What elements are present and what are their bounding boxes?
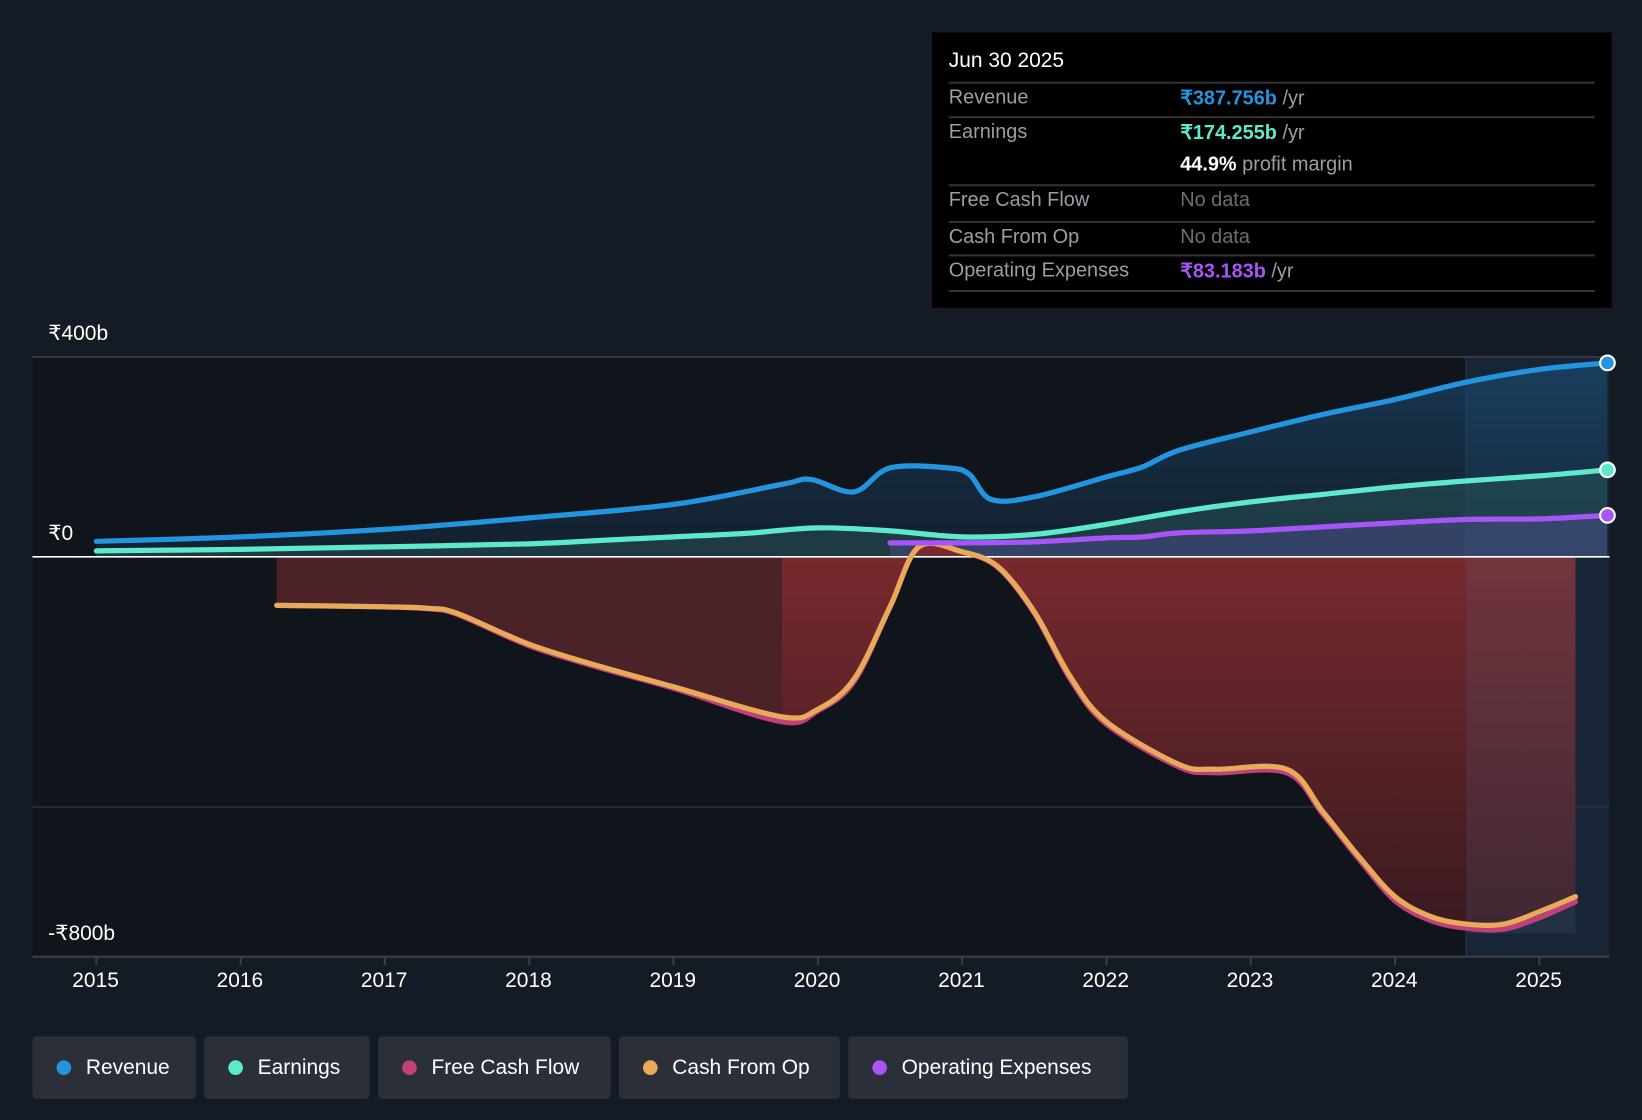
opex-line bbox=[887, 512, 1610, 546]
tooltip-unit: /yr bbox=[1276, 87, 1305, 110]
tooltip-unit: /yr bbox=[1265, 260, 1294, 283]
tooltip-amount: ₹174.255b bbox=[1180, 122, 1277, 145]
tooltip-row: Revenue ₹387.756b /yr bbox=[948, 81, 1595, 110]
tooltip-value: 44.9% profit margin bbox=[1180, 154, 1353, 177]
tooltip-value: ₹174.255b /yr bbox=[1180, 121, 1304, 145]
tooltip-date: Jun 30 2025 bbox=[948, 49, 1065, 73]
x-tick-label: 2019 bbox=[649, 969, 697, 993]
x-tick-label: 2020 bbox=[793, 969, 841, 993]
tooltip-amount: ₹387.756b bbox=[1180, 87, 1277, 110]
tooltip-label: Revenue bbox=[948, 86, 1029, 109]
cash-area-past bbox=[276, 556, 782, 717]
tooltip: Jun 30 2025 Revenue ₹387.756b /yr Earnings… bbox=[932, 32, 1612, 308]
legend-label: Revenue bbox=[85, 1055, 170, 1079]
tooltip-divider bbox=[948, 289, 1595, 293]
revenue-line bbox=[93, 360, 1610, 544]
x-tick-label: 2021 bbox=[938, 969, 985, 993]
earnings-line bbox=[93, 467, 1610, 554]
y-tick-label: ₹0 bbox=[48, 522, 74, 546]
tooltip-amount: No data bbox=[1180, 226, 1250, 249]
tooltip-unit: profit margin bbox=[1236, 153, 1353, 176]
revenue-area bbox=[96, 362, 1608, 557]
legend-item-operating-expenses[interactable]: Operating Expenses bbox=[848, 1036, 1128, 1100]
legend-dot-icon bbox=[402, 1060, 417, 1075]
legend-label: Operating Expenses bbox=[901, 1055, 1092, 1079]
legend-item-free-cash-flow[interactable]: Free Cash Flow bbox=[378, 1036, 611, 1100]
tooltip-value: ₹83.183b /yr bbox=[1180, 260, 1293, 284]
cash-from-op-line bbox=[274, 540, 1579, 929]
x-tick-label: 2018 bbox=[505, 969, 552, 993]
tooltip-row: Cash From Op No data bbox=[948, 220, 1595, 248]
tooltip-label: Free Cash Flow bbox=[948, 189, 1090, 212]
tooltip-label: Earnings bbox=[948, 121, 1028, 144]
tooltip-row: Earnings ₹174.255b /yr bbox=[948, 116, 1595, 144]
y-tick-label: ₹400b bbox=[48, 322, 109, 346]
legend-label: Free Cash Flow bbox=[431, 1055, 580, 1079]
tooltip-amount: 44.9% bbox=[1180, 153, 1237, 176]
x-tick-label: 2015 bbox=[72, 969, 119, 993]
legend-label: Cash From Op bbox=[672, 1055, 810, 1079]
tooltip-unit: /yr bbox=[1276, 122, 1305, 145]
opex-end-dot bbox=[1599, 506, 1616, 524]
tooltip-amount: ₹83.183b bbox=[1180, 260, 1266, 283]
x-tick-label: 2025 bbox=[1515, 969, 1562, 993]
x-tick-label: 2023 bbox=[1226, 969, 1274, 993]
x-tick-label: 2024 bbox=[1370, 969, 1418, 993]
earnings-end-dot bbox=[1599, 461, 1616, 479]
legend-dot-icon bbox=[56, 1060, 72, 1075]
legend-item-revenue[interactable]: Revenue bbox=[32, 1036, 196, 1100]
tooltip-value: ₹387.756b /yr bbox=[1180, 87, 1304, 111]
legend-item-cash-from-op[interactable]: Cash From Op bbox=[618, 1036, 840, 1100]
tooltip-row: Operating Expenses ₹83.183b /yr bbox=[948, 254, 1595, 283]
x-tick-label: 2017 bbox=[360, 969, 408, 993]
legend-label: Earnings bbox=[257, 1055, 341, 1079]
legend-dot-icon bbox=[642, 1060, 658, 1075]
tooltip-label: Operating Expenses bbox=[948, 259, 1130, 282]
legend-dot-icon bbox=[228, 1060, 243, 1075]
opex-area bbox=[890, 515, 1608, 557]
cash-highlight bbox=[1466, 556, 1576, 934]
tooltip-label: Cash From Op bbox=[948, 226, 1080, 249]
revenue-end-dot bbox=[1599, 354, 1616, 372]
tooltip-amount: No data bbox=[1180, 189, 1250, 212]
tooltip-row: Free Cash Flow No data bbox=[948, 184, 1595, 211]
x-tick-label: 2022 bbox=[1082, 969, 1129, 993]
tooltip-value: No data bbox=[1180, 189, 1250, 212]
y-tick-label: -₹800b bbox=[48, 922, 116, 946]
tooltip-value: No data bbox=[1180, 226, 1250, 249]
legend-item-earnings[interactable]: Earnings bbox=[204, 1036, 370, 1100]
x-tick-label: 2016 bbox=[216, 969, 264, 993]
legend-dot-icon bbox=[872, 1060, 887, 1075]
cash-area-recent bbox=[781, 543, 1576, 926]
